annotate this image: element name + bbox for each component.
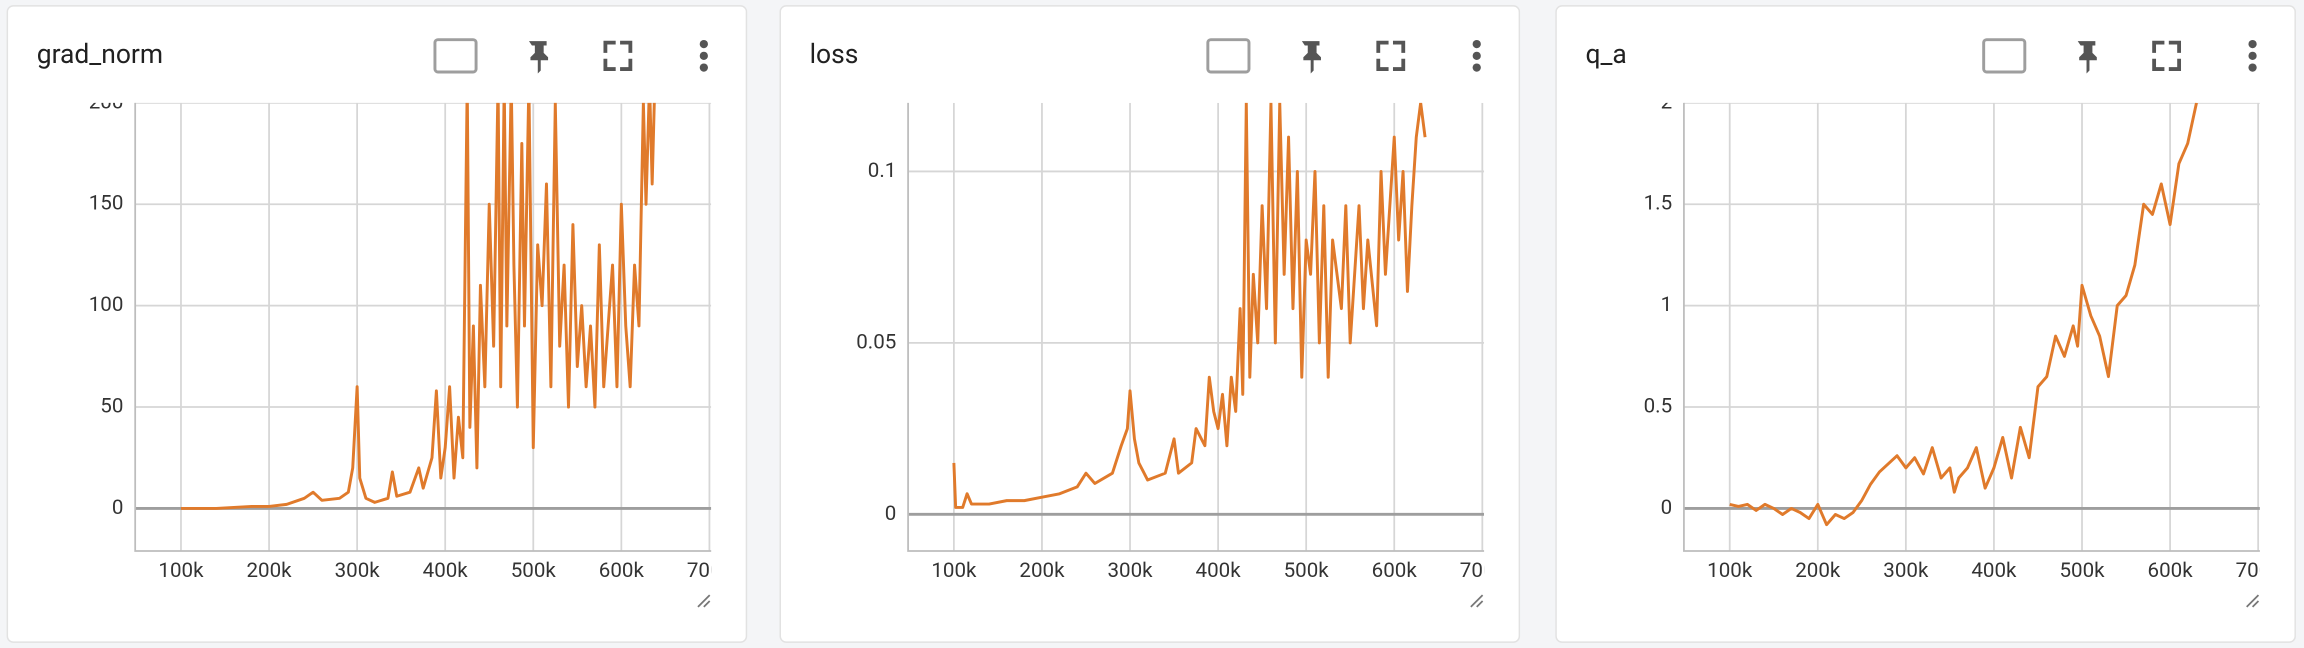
axis-frame (1683, 102, 2260, 552)
tick-labels: 100k 200k 300k 400k 500k 600k 700k 0 0.5 1 1.5 2 (1644, 90, 2282, 583)
tick-labels: 100k 200k 300k 400k 500k 600k 700k 0 0.05 0.1 (856, 159, 1506, 583)
series-line (1729, 102, 2198, 527)
chart-card: loss 100k 200k 300k 400k 500k 600k 700k 0 0.05 0.1 (779, 5, 1521, 643)
grid (1683, 102, 2260, 552)
fit-domain-button[interactable] (433, 38, 478, 74)
y-tick-label: 200 (89, 90, 124, 114)
x-tick-label: 100k (931, 559, 977, 583)
x-tick-label: 500k (2059, 559, 2105, 583)
chart-title: loss (810, 39, 859, 70)
y-tick-label: 0.05 (856, 330, 896, 354)
x-tick-label: 700k (687, 559, 733, 583)
y-tick-label: 100 (89, 293, 124, 317)
x-tick-label: 500k (1284, 559, 1330, 583)
toolbar (1982, 38, 2257, 74)
y-tick-label: 1.5 (1644, 192, 1673, 216)
x-tick-label: 200k (1019, 559, 1065, 583)
pin-button[interactable] (1301, 41, 1321, 74)
card-background (1555, 5, 2296, 643)
fullscreen-button[interactable] (2152, 40, 2182, 71)
y-tick-label: 0 (112, 496, 124, 520)
fit-domain-button[interactable] (1982, 38, 2027, 74)
more-menu-dot[interactable] (1472, 63, 1481, 72)
y-tick-label: 0.5 (1644, 394, 1673, 418)
more-menu-dot[interactable] (699, 51, 708, 60)
fullscreen-button[interactable] (603, 40, 633, 71)
x-tick-label: 400k (1971, 559, 2017, 583)
resize-handle[interactable] (2246, 594, 2260, 608)
y-tick-label: 50 (100, 394, 123, 418)
chart-card: q_a 100k 200k 300k 400k 500k 600k 700k 0 0.5 1 1.5 2 (1555, 5, 2296, 643)
y-tick-label: 2 (1661, 90, 1673, 114)
axis-frame (907, 102, 1485, 552)
series (1729, 102, 2198, 527)
more-menu-dot[interactable] (2248, 39, 2257, 49)
series-line (952, 102, 1427, 509)
series (180, 102, 656, 510)
more-menu-dot[interactable] (1472, 39, 1481, 49)
x-tick-label: 400k (1196, 559, 1242, 583)
grid (908, 102, 1485, 552)
y-tick-label: 0 (1661, 496, 1673, 520)
axis-frame (134, 102, 712, 552)
x-tick-label: 300k (1883, 559, 1929, 583)
card-background (779, 5, 1521, 643)
tick-labels: 100k 200k 300k 400k 500k 600k 700k 0 50 100 150 200 (89, 90, 733, 583)
more-menu-dot[interactable] (699, 63, 708, 72)
x-tick-label: 300k (335, 559, 381, 583)
resize-handle[interactable] (1470, 594, 1484, 608)
pin-button[interactable] (2077, 41, 2097, 74)
series (952, 102, 1427, 509)
more-menu-dot[interactable] (699, 39, 708, 49)
x-tick-label: 400k (423, 559, 469, 583)
series-line (180, 102, 656, 510)
x-tick-label: 100k (1707, 559, 1753, 583)
y-tick-label: 0.1 (868, 159, 897, 183)
y-tick-label: 150 (89, 192, 124, 216)
chart-card: grad_norm 100k 200k 300k 400k 500k 600k 700k 0 50… (6, 5, 748, 643)
chart-title: grad_norm (37, 39, 163, 70)
toolbar (1206, 38, 1481, 74)
x-tick-label: 700k (2236, 559, 2282, 583)
x-tick-label: 100k (158, 559, 204, 583)
x-tick-label: 500k (511, 559, 557, 583)
y-tick-label: 1 (1661, 293, 1673, 317)
x-tick-label: 200k (1795, 559, 1841, 583)
more-menu-dot[interactable] (2248, 51, 2257, 60)
pin-button[interactable] (528, 41, 549, 74)
x-tick-label: 600k (1372, 559, 1418, 583)
x-tick-label: 600k (2148, 559, 2194, 583)
y-tick-label: 0 (885, 502, 897, 526)
more-menu-dot[interactable] (1472, 51, 1481, 60)
chart-title: q_a (1585, 39, 1626, 70)
x-tick-label: 700k (1460, 559, 1506, 583)
more-menu-dot[interactable] (2248, 63, 2257, 72)
card-background (6, 5, 748, 643)
resize-handle[interactable] (697, 594, 711, 608)
fullscreen-button[interactable] (1376, 40, 1406, 71)
toolbar (433, 38, 708, 74)
fit-domain-button[interactable] (1206, 38, 1251, 74)
x-tick-label: 200k (247, 559, 293, 583)
x-tick-label: 600k (599, 559, 645, 583)
x-tick-label: 300k (1107, 559, 1153, 583)
